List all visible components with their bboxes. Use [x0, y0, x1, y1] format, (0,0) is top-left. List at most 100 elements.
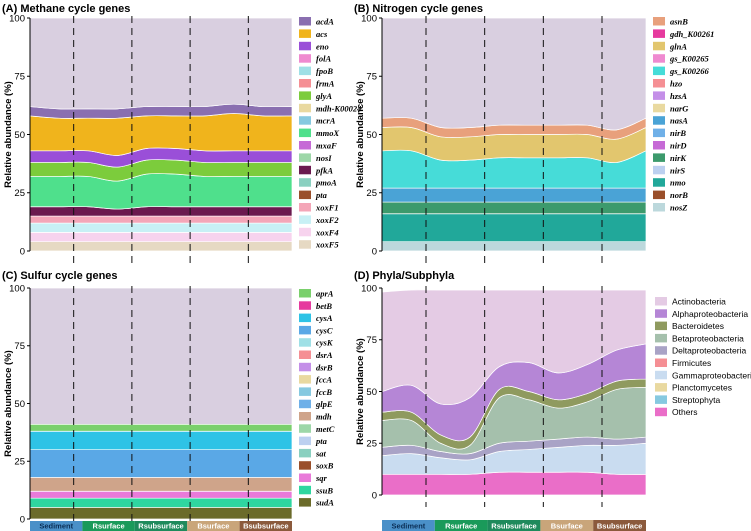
panel-c-legend-swatch-fccb [299, 387, 311, 396]
panel-c-legend-swatch-sqr [299, 473, 311, 482]
panel-c-group-bsurface [187, 521, 240, 531]
panel-a-legend-swatch-mdh-k00024 [299, 103, 311, 113]
panel-b-legend-label-nasa: nasA [670, 116, 688, 126]
panel-a-legend-swatch-eno [299, 41, 311, 51]
panel-a-area-xoxf2 [29, 222, 293, 233]
panel-a-areas [29, 17, 293, 252]
panel-d-area-actinobacteria [381, 289, 647, 406]
panel-a-ytick-label-25: 25 [14, 188, 25, 199]
panel-d-legend: Actinobacteria Alphaproteobacteria Bactero… [655, 297, 751, 417]
panel-a-legend-swatch-mmox [299, 128, 311, 138]
panel-c-legend-swatch-betb [299, 301, 311, 310]
panel-c-legend-swatch-ssub [299, 485, 311, 495]
panel-c-legend-label-metc: metC [316, 424, 335, 434]
panel-c-legend-label-dsrb: dsrB [316, 362, 333, 372]
panel-a-legend-swatch-xoxf1 [299, 203, 311, 212]
panel-c-ytick-label-75: 75 [14, 341, 25, 352]
panel-c-group-label-rsubsurface: Rsubsurface [138, 522, 183, 531]
panel-a-area-other-genes [29, 17, 293, 110]
panel-c-group-rsurface [82, 521, 135, 531]
panel-b-legend-swatch-norb [653, 190, 665, 200]
panel-c-legend-swatch-cysc [299, 325, 311, 335]
panel-a-legend-swatch-fola [299, 54, 311, 63]
panel-c-ytick-label-25: 25 [14, 457, 25, 468]
panel-c-area-ssub [29, 497, 293, 508]
panel-a-legend-label-mcra: mcrA [316, 116, 336, 126]
panel-b-legend-label-gdh-k00261: gdh_K00261 [669, 29, 714, 39]
panel-b-area-nmo [381, 213, 647, 243]
panel-c-ytick-label-50: 50 [14, 399, 25, 410]
panel-a-legend-label-mdh-k00024: mdh-K00024 [316, 103, 361, 113]
panel-b-legend-label-gs-k00265: gs_K00265 [669, 54, 709, 64]
panel-c-legend-swatch-mdh [299, 412, 311, 421]
panel-c-group-bar: Sediment Rsurface Rsubsurface Bsurface Bsubs… [30, 521, 292, 531]
panel-b-legend-swatch-gs-k00265 [653, 54, 665, 63]
panel-c-legend-label-pta: pta [315, 436, 328, 446]
panel-d-legend-swatch-actinobacteria [655, 297, 667, 306]
panel-b-ytick-label-0: 0 [372, 246, 377, 257]
panel-a-legend-swatch-xoxf5 [299, 240, 311, 249]
panel-b-legend-label-nirs: nirS [670, 165, 685, 175]
panel-c-ytick-label-0: 0 [20, 514, 25, 525]
panel-a-legend-label-xoxf2: xoxF2 [315, 215, 339, 225]
panel-a-legend-label-fola: folA [316, 54, 331, 64]
panel-b-legend-label-nirb: nirB [670, 128, 686, 138]
panel-b-legend-label-hzsa: hzsA [670, 91, 687, 101]
panel-b-ytick-label-100: 100 [361, 13, 377, 24]
panel-c-area-apra [29, 423, 293, 432]
panel-a-title: (A) Methane cycle genes [2, 3, 130, 15]
panel-c-group-label-bsubsurface: Bsubsurface [243, 522, 288, 531]
panel-b-legend-swatch-nird [653, 141, 665, 150]
panel-a-legend-label-xoxf1: xoxF1 [315, 203, 339, 213]
panel-c-legend-swatch-cysk [299, 338, 311, 347]
panel-c-legend-swatch-cysa [299, 313, 311, 323]
panel-d-group-rsubsurface [487, 520, 541, 531]
panel-a-legend-label-fpob: fpoB [316, 66, 333, 76]
panel-c-legend-label-glpe: glpE [315, 399, 333, 409]
panel-b-legend-swatch-nosz [653, 203, 665, 212]
panel-c-group-sediment [30, 521, 83, 531]
panel-d-legend-label-firmicutes: Firmicutes [672, 358, 711, 368]
panel-b: (B) Nitrogen cycle genes 0 25 50 75 100 Relati… [354, 3, 714, 263]
panel-c: (C) Sulfur cycle genes 0 25 50 75 100 Relative… [2, 270, 335, 531]
panel-d-area-others [381, 471, 647, 496]
panel-a-legend-label-acda: acdA [316, 17, 334, 27]
panel-d-ytick-label-75: 75 [366, 335, 377, 346]
panel-b-legend-label-nmo: nmo [670, 178, 686, 188]
panel-a-area-xoxf5 [29, 241, 293, 252]
panel-a-legend-swatch-acda [299, 17, 311, 26]
panel-b-legend-swatch-hzsa [653, 91, 665, 100]
panel-a: (A) Methane cycle genes 0 25 50 75 100 Relativ… [2, 3, 361, 263]
panel-d-legend-swatch-betaproteobacteria [655, 333, 667, 343]
panel-a-legend-swatch-frma [299, 79, 311, 88]
panel-d: (D) Phyla/Subphyla 0 25 50 75 100 Relative abu… [354, 270, 751, 507]
panel-b-title: (B) Nitrogen cycle genes [354, 3, 483, 15]
panel-a-legend-swatch-xoxf2 [299, 215, 311, 224]
panel-a-legend-label-pfka: pfkA [315, 165, 333, 175]
panel-a-area-mmox [29, 173, 293, 210]
panel-a-legend-label-glya: glyA [315, 91, 332, 101]
panel-a-legend-swatch-acs [299, 29, 311, 38]
panel-c-legend-label-ssub: ssuB [315, 485, 333, 495]
panel-c-group-label-bsurface: Bsurface [197, 522, 229, 531]
panel-d-legend-swatch-firmicutes [655, 358, 667, 367]
panel-c-area-sqr [29, 490, 293, 499]
panel-a-legend-swatch-mxaf [299, 141, 311, 150]
panel-a-legend-label-xoxf5: xoxF5 [315, 240, 339, 250]
panel-c-legend-swatch-metc [299, 424, 311, 433]
panel-c-group-bsubsurface [239, 521, 292, 531]
panel-d-legend-swatch-streptophyta [655, 395, 667, 404]
panel-c-areas [29, 287, 293, 520]
panel-d-ytick-label-50: 50 [366, 387, 377, 398]
panel-c-legend-label-apra: aprA [316, 289, 334, 299]
panel-a-legend-swatch-glya [299, 91, 311, 100]
panel-a-legend-label-mxaf: mxaF [316, 141, 337, 151]
panel-b-area-nosz [381, 241, 647, 252]
panel-b-legend-label-asnb: asnB [670, 17, 688, 27]
panel-d-legend-swatch-planctomycetes [655, 383, 667, 392]
panel-a-ylabel: Relative abundance (%) [3, 81, 14, 188]
panel-b-legend-label-narg: narG [670, 103, 689, 113]
panel-c-legend-label-soxb: soxB [315, 461, 334, 471]
